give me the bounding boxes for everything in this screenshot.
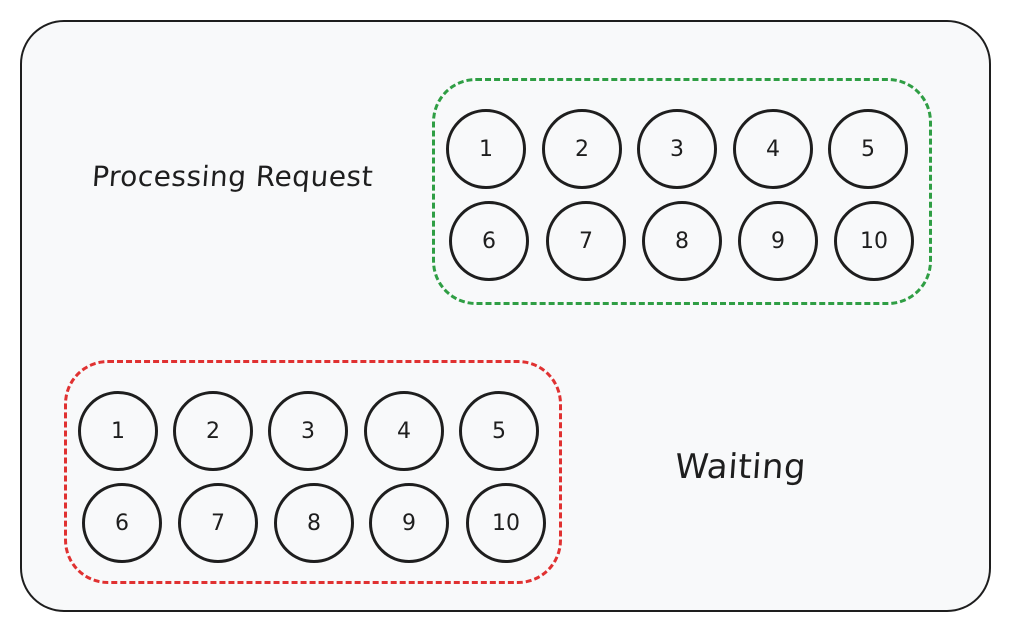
processing-slot-9: 9 [738, 201, 818, 281]
processing-slot-1: 1 [446, 109, 526, 189]
processing-slot-10: 10 [834, 201, 914, 281]
waiting-slot-2: 2 [173, 391, 253, 471]
waiting-slot-3: 3 [268, 391, 348, 471]
waiting-slot-9: 9 [369, 483, 449, 563]
waiting-label: Waiting [673, 447, 808, 487]
processing-slot-2: 2 [542, 109, 622, 189]
waiting-slot-7: 7 [178, 483, 258, 563]
processing-slot-8: 8 [642, 201, 722, 281]
processing-request-group [432, 78, 932, 305]
waiting-slot-10: 10 [466, 483, 546, 563]
processing-slot-7: 7 [546, 201, 626, 281]
processing-slot-4: 4 [733, 109, 813, 189]
waiting-slot-8: 8 [274, 483, 354, 563]
processing-slot-3: 3 [637, 109, 717, 189]
waiting-group [64, 360, 562, 584]
processing-request-label: Processing Request [90, 160, 375, 193]
waiting-slot-4: 4 [364, 391, 444, 471]
processing-slot-5: 5 [828, 109, 908, 189]
waiting-slot-6: 6 [82, 483, 162, 563]
waiting-slot-1: 1 [78, 391, 158, 471]
waiting-slot-5: 5 [459, 391, 539, 471]
processing-slot-6: 6 [449, 201, 529, 281]
